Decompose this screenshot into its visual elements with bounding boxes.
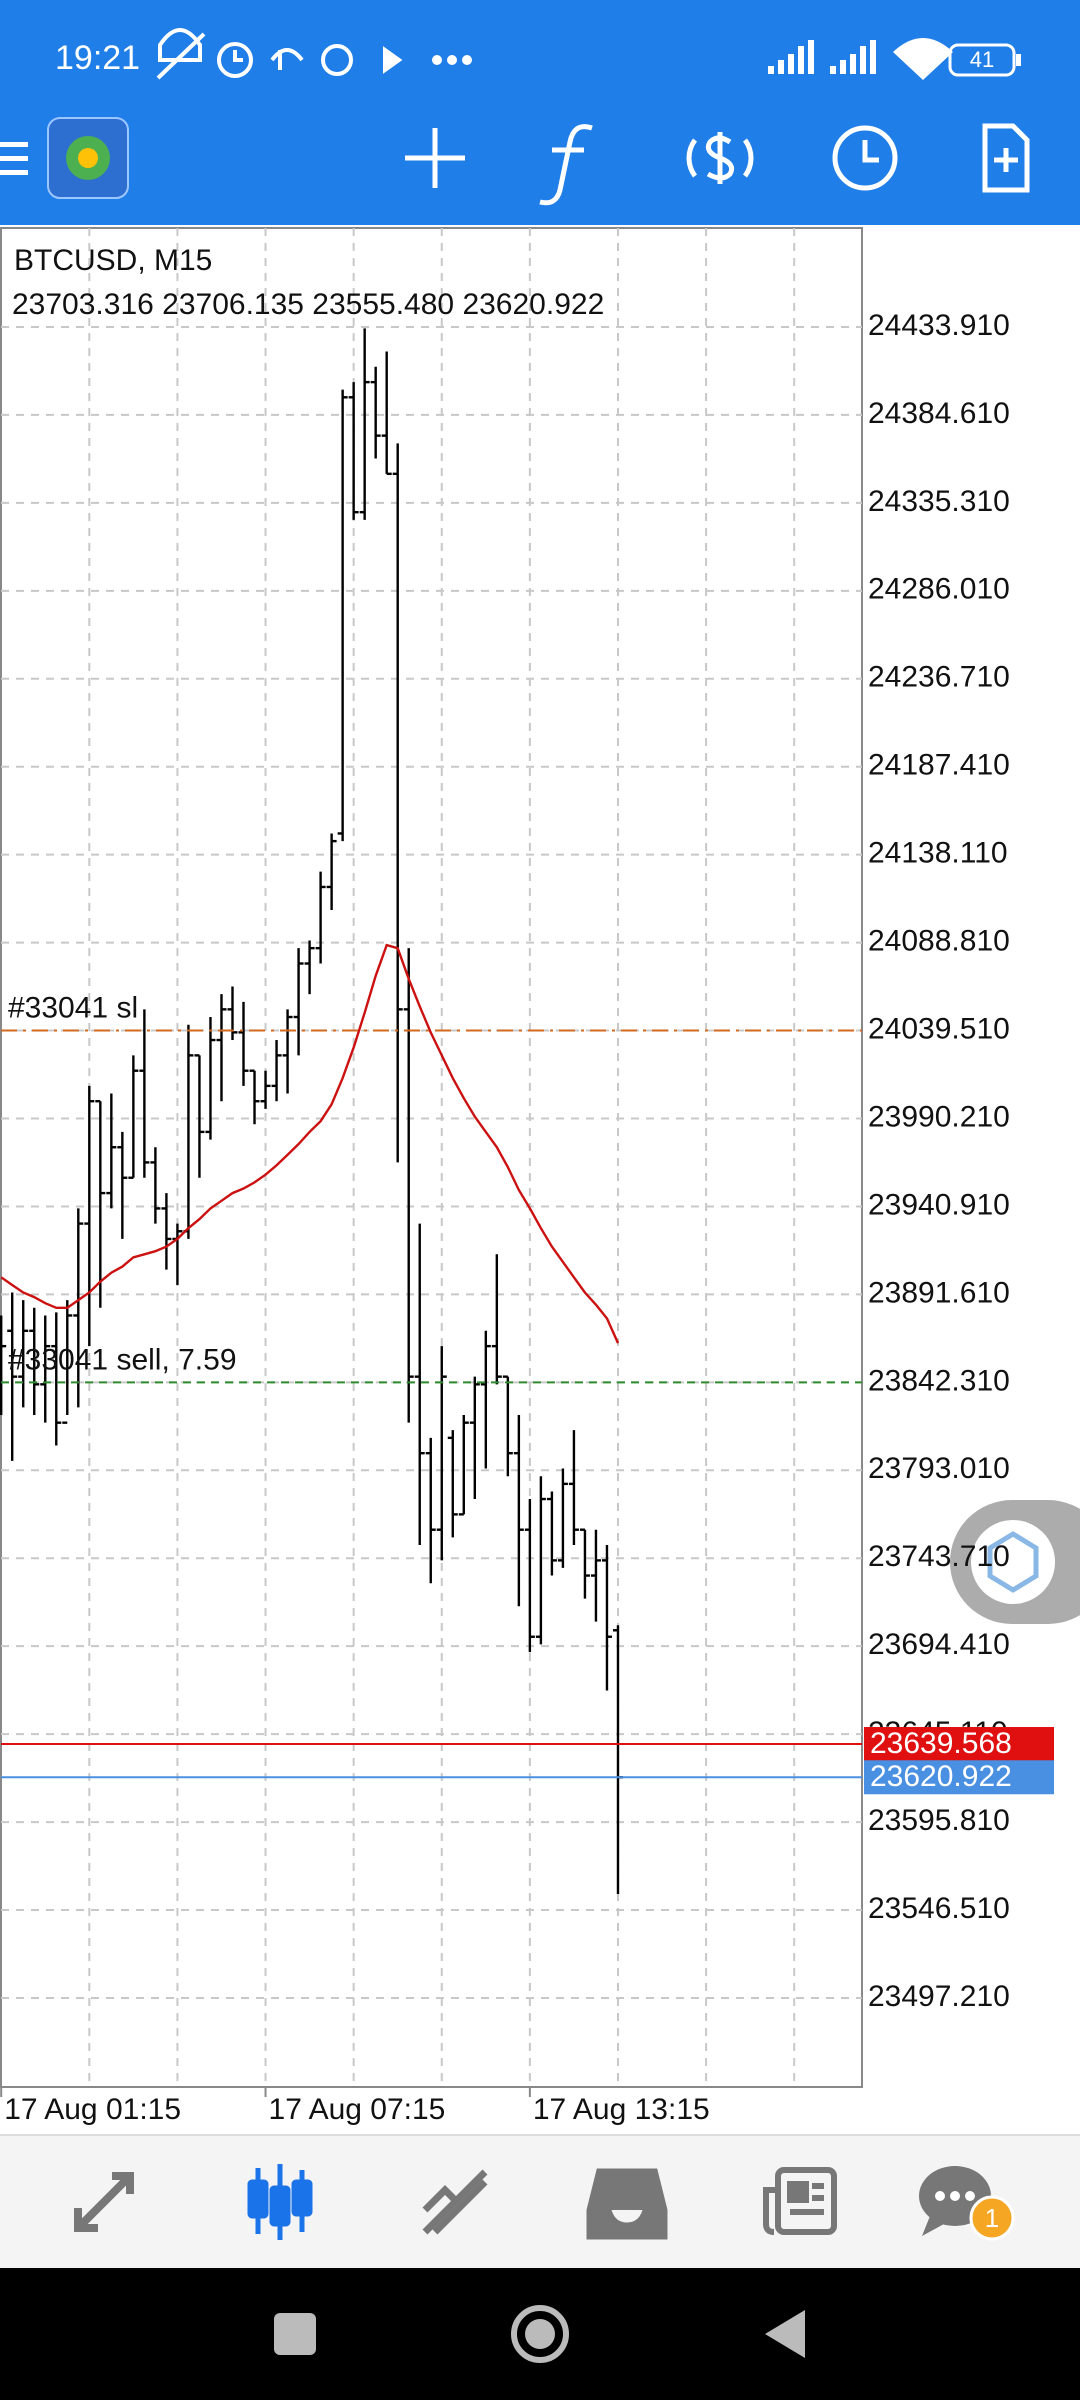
y-tick-label: 24088.810 <box>868 925 1010 958</box>
app-logo-core <box>78 148 98 168</box>
y-tick-label: 24286.010 <box>868 573 1010 606</box>
recents-button[interactable] <box>274 2313 316 2355</box>
y-tick-label: 24384.610 <box>868 397 1010 430</box>
chart-frame <box>0 227 863 2088</box>
floating-assistant-face <box>971 1520 1055 1604</box>
battery <box>948 43 1016 77</box>
y-tick-label: 23891.610 <box>868 1276 1010 1309</box>
home-button[interactable] <box>511 2305 569 2363</box>
y-tick-label: 24138.110 <box>868 837 1008 870</box>
moving-average-line <box>0 943 620 1344</box>
order-line-label: #33041 sell, 7.59 <box>8 1343 237 1376</box>
y-tick-label: 24039.510 <box>868 1012 1010 1045</box>
nav-chat-dot <box>950 2191 960 2201</box>
price-tag <box>864 1727 1054 1762</box>
plot <box>0 228 862 2097</box>
menu-button[interactable] <box>0 142 28 175</box>
nav-news[interactable] <box>763 2167 837 2235</box>
battery-level: 41 <box>970 47 994 72</box>
axis-labels: 24433.910 24384.610 24335.310 24286.010 2423… <box>4 309 1054 2126</box>
indicators-button[interactable] <box>539 124 593 206</box>
x-tick-label: 17 Aug 07:15 <box>269 2093 446 2126</box>
y-tick-label: 23940.910 <box>868 1188 1010 1221</box>
nav-chart[interactable] <box>247 2164 313 2240</box>
bottom-nav <box>0 2135 1080 2268</box>
nav-chat-tail <box>922 2216 944 2236</box>
timeframe-button[interactable] <box>832 125 898 191</box>
y-tick-label: 23793.010 <box>868 1452 1010 1485</box>
status-time: 19:21 <box>55 39 140 77</box>
order-line-label: #33041 sl <box>8 991 138 1024</box>
nav-chat-dot <box>965 2191 975 2201</box>
status-icons <box>156 28 472 80</box>
y-tick-label: 23595.810 <box>868 1804 1010 1837</box>
y-tick-label: 24335.310 <box>868 485 1010 518</box>
y-tick-label: 23694.410 <box>868 1628 1010 1661</box>
back-button[interactable] <box>765 2310 805 2358</box>
crosshair-button[interactable] <box>405 128 465 188</box>
chat-badge-count: 1 <box>985 2203 999 2233</box>
chat-badge <box>969 2195 1015 2241</box>
price-tag <box>864 1760 1054 1795</box>
y-tick-label: 23743.710 <box>868 1540 1010 1573</box>
x-tick-label: 17 Aug 13:15 <box>533 2093 710 2126</box>
y-tick-label: 24236.710 <box>868 661 1010 694</box>
chart-title: BTCUSD, M15 <box>14 244 212 277</box>
price-tag-label: 23620.922 <box>870 1760 1012 1793</box>
home-button-core <box>525 2319 555 2349</box>
chart-subtitle: 23703.316 23706.135 23555.480 23620.922 <box>12 288 604 321</box>
timeframe-hand <box>862 140 879 163</box>
nav-history[interactable] <box>586 2168 668 2240</box>
price-tag-label: 23639.568 <box>870 1727 1012 1760</box>
new-order-button[interactable] <box>982 123 1030 193</box>
nav-quotes[interactable] <box>74 2172 134 2232</box>
y-tick-label: 23842.310 <box>868 1364 1010 1397</box>
y-tick-label: 24187.410 <box>868 749 1010 782</box>
y-tick-label: 23546.510 <box>868 1892 1010 1925</box>
symbol-button[interactable] <box>686 132 754 184</box>
y-tick-label: 23990.210 <box>868 1100 1010 1133</box>
app-header <box>0 0 1080 225</box>
signal-icons <box>768 38 953 80</box>
nav-trade[interactable] <box>422 2169 488 2235</box>
battery-tip <box>1016 54 1021 66</box>
x-tick-label: 17 Aug 01:15 <box>4 2093 181 2126</box>
y-tick-label: 24433.910 <box>868 309 1010 342</box>
nav-chat-dot <box>935 2191 945 2201</box>
y-tick-label: 23497.210 <box>868 1980 1010 2013</box>
floating-assistant-glyph <box>987 1531 1039 1593</box>
